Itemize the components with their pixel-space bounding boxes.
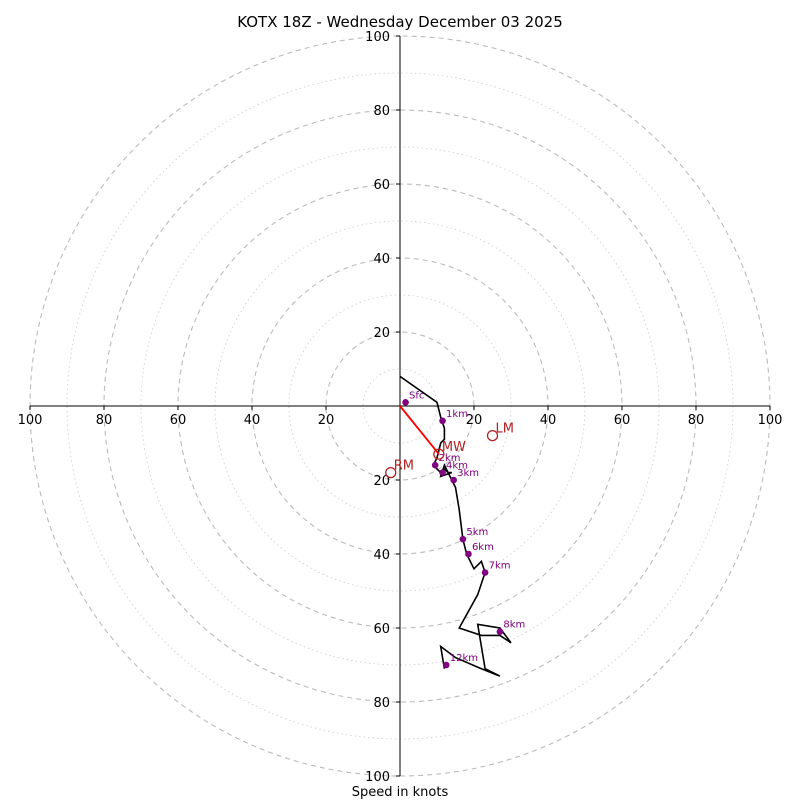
tick-label-left-60: 60 (170, 413, 187, 428)
height-label-4km: 4km (446, 461, 468, 472)
tick-label-up-80: 80 (373, 104, 390, 119)
height-label-1km: 1km (446, 409, 468, 420)
storm-motion-marker-MW (433, 448, 445, 460)
height-marker-3km (450, 476, 457, 484)
height-marker-Sfc (402, 399, 409, 406)
height-label-7km: 7km (489, 561, 511, 572)
height-label-2km: 2km (439, 453, 461, 464)
x-axis-label: Speed in knots (352, 785, 449, 800)
tick-label-right-100: 100 (758, 413, 783, 428)
tick-label-left-20: 20 (318, 413, 335, 428)
height-marker-6km (465, 550, 472, 558)
hodograph-trace (399, 375, 512, 677)
tick-label-down-60: 60 (373, 622, 390, 637)
mean-wind-vector-group (399, 405, 440, 455)
storm-motion-label-RM: RM (394, 459, 414, 474)
tick-label-down-100: 100 (365, 770, 390, 785)
storm-motion-label-MW: MW (442, 440, 466, 455)
height-marker-7km (481, 569, 489, 576)
tick-label-up-40: 40 (373, 252, 390, 267)
height-marker-12km (442, 661, 450, 669)
height-label-6km: 6km (472, 542, 494, 553)
height-marker-5km (459, 535, 467, 543)
height-label-5km: 5km (466, 527, 488, 538)
height-label-3km: 3km (457, 468, 479, 479)
tick-label-left-100: 100 (18, 413, 43, 428)
storm-motion-marker-LM (486, 429, 499, 442)
height-label-Sfc: Sfc (409, 390, 424, 401)
chart-title: KOTX 18Z - Wednesday December 03 2025 (237, 13, 563, 31)
tick-label-down-20: 20 (373, 474, 390, 489)
tick-label-right-60: 60 (614, 413, 631, 428)
hodograph-trace-group (399, 375, 512, 677)
tick-label-right-20: 20 (466, 413, 483, 428)
mean-wind-vector (399, 405, 440, 455)
height-marker-2km (431, 461, 439, 469)
storm-motion-label-LM: LM (496, 422, 514, 437)
tick-label-left-40: 40 (244, 413, 261, 428)
height-marker-1km (439, 417, 446, 425)
tick-label-up-100: 100 (365, 30, 390, 45)
height-marker-4km (439, 469, 446, 476)
height-label-12km: 12km (450, 653, 478, 664)
tick-label-down-80: 80 (373, 696, 390, 711)
axis-ticks: 20 40 60 80 100 20 40 60 80 100 20 40 60 80 100 20 40 60 8… (18, 30, 783, 785)
height-marker-8km (496, 628, 504, 635)
tick-label-left-80: 80 (96, 413, 113, 428)
storm-motion-marker-RM (385, 466, 397, 479)
tick-label-up-60: 60 (373, 178, 390, 193)
tick-label-up-20: 20 (373, 326, 390, 341)
tick-label-right-80: 80 (688, 413, 705, 428)
tick-label-down-40: 40 (373, 548, 390, 563)
tick-label-right-40: 40 (540, 413, 557, 428)
height-label-8km: 8km (503, 620, 525, 631)
storm-motion-markers: LM RM MW (385, 422, 514, 479)
